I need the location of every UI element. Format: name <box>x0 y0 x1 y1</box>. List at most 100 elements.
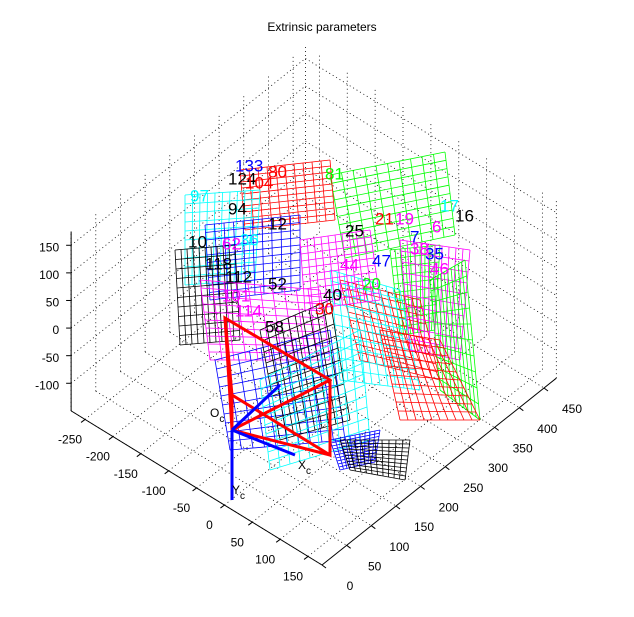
board-grid <box>261 218 265 295</box>
board-grid <box>349 334 361 444</box>
z-tick-label: -100 <box>35 378 59 392</box>
board-grid <box>242 195 334 207</box>
board-grid <box>304 292 380 304</box>
board-grid <box>393 439 397 479</box>
board-label: 52 <box>268 274 287 293</box>
board-grid <box>280 216 283 293</box>
camera-label: Yc <box>232 483 245 501</box>
y-tick <box>346 544 351 549</box>
board-label: 36 <box>240 230 259 249</box>
board-grid <box>303 278 378 290</box>
z-tick-label: -50 <box>42 351 60 365</box>
board-label: 114 <box>235 301 262 320</box>
board-label: 44 <box>340 255 359 274</box>
y-tick <box>395 505 401 510</box>
board-grid <box>355 231 366 303</box>
board-grid <box>434 334 473 341</box>
board-label: 19 <box>395 209 414 228</box>
x-tick-label: -50 <box>173 501 191 515</box>
board-label: 16 <box>455 206 474 225</box>
board <box>299 229 381 311</box>
board-label: 80 <box>268 162 287 181</box>
y-tick-label: 450 <box>562 402 582 416</box>
board-grid <box>450 267 465 409</box>
board-grid <box>431 245 436 331</box>
x-tick-label: -100 <box>142 484 166 498</box>
y-tick <box>445 466 450 471</box>
y-tick-label: 0 <box>347 579 354 593</box>
board-grid <box>311 161 318 223</box>
board-grid <box>344 234 456 259</box>
board-grid <box>207 259 301 271</box>
board <box>379 329 481 421</box>
y-tick-label: 200 <box>439 501 459 515</box>
camera-label-sub: c <box>306 466 311 477</box>
chart-title: Extrinsic parameters <box>267 20 376 34</box>
board-grid <box>337 357 417 371</box>
board-grid <box>303 285 379 297</box>
board-grid <box>388 439 390 478</box>
board-grid <box>404 439 411 481</box>
y-tick-label: 150 <box>414 520 434 534</box>
board-label: 25 <box>345 221 364 240</box>
board-grid <box>433 154 445 238</box>
board-grid <box>226 191 231 283</box>
board-label: 17 <box>440 196 459 215</box>
board-label: 94 <box>228 199 247 218</box>
board-label: 133 <box>235 156 263 175</box>
camera-frame <box>231 378 331 432</box>
board-label: 47 <box>372 251 391 270</box>
board-grid <box>415 335 449 421</box>
board-grid <box>349 469 406 481</box>
board-grid <box>244 219 336 231</box>
board-grid <box>371 281 389 387</box>
y-tick-label: 250 <box>463 481 483 495</box>
y-tick <box>321 564 327 569</box>
board-grid <box>334 324 411 341</box>
board-grid <box>427 337 465 421</box>
x-tick <box>275 538 281 543</box>
board-label: 112 <box>225 267 252 286</box>
board-grid <box>399 439 404 480</box>
board-label: 58 <box>265 317 284 336</box>
board-grid <box>433 338 473 421</box>
board-grid <box>271 217 274 294</box>
board-grid <box>267 417 369 453</box>
y-tick <box>543 387 549 392</box>
board-grid <box>179 339 241 346</box>
x-tick <box>136 453 142 458</box>
camera-label-sub: c <box>219 414 224 425</box>
camera-label: Oc <box>210 406 224 424</box>
board-grid <box>184 261 257 268</box>
board-grid <box>461 261 477 418</box>
board-grid <box>304 299 381 311</box>
z-tick-label: 100 <box>39 268 59 282</box>
y-tick <box>519 407 524 412</box>
board-grid <box>395 295 438 302</box>
y-tick-label: 300 <box>488 461 508 475</box>
board-grid <box>346 460 407 469</box>
x-tick <box>192 487 197 492</box>
x-tick-label: -200 <box>86 450 110 464</box>
board-grid <box>307 288 319 361</box>
board-label: 35 <box>425 244 444 263</box>
board-grid <box>335 448 378 459</box>
board-grid <box>391 383 465 389</box>
board-grid <box>184 270 256 277</box>
y-tick <box>494 426 499 431</box>
board-grid <box>338 201 452 226</box>
board-grid <box>410 158 423 242</box>
board-label: 7 <box>410 227 419 246</box>
board-grid <box>268 428 370 462</box>
board-label: 6 <box>432 217 441 236</box>
board-label: 104 <box>245 173 273 192</box>
board-grid <box>457 263 473 415</box>
board <box>259 329 371 471</box>
z-tick-label: 0 <box>52 323 59 337</box>
board-grid <box>329 344 341 450</box>
board-grid <box>228 245 235 341</box>
y-tick <box>420 485 425 490</box>
board-label: 62 <box>222 234 241 253</box>
y-tick <box>371 525 376 530</box>
board-label: 81 <box>325 164 344 183</box>
